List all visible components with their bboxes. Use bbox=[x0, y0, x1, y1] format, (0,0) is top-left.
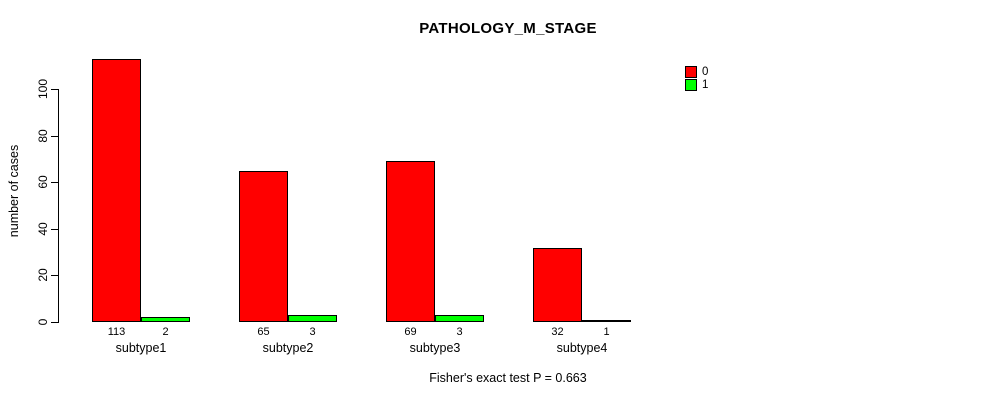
y-axis-label: number of cases bbox=[7, 144, 21, 238]
y-tick bbox=[51, 322, 58, 323]
x-category-label: subtype3 bbox=[409, 341, 461, 355]
x-category-label: subtype2 bbox=[262, 341, 314, 355]
y-tick-label: 40 bbox=[36, 222, 50, 236]
y-tick bbox=[51, 136, 58, 137]
legend-label: 0 bbox=[702, 66, 709, 78]
bar-subtype1-series0 bbox=[92, 59, 141, 322]
chart-title: PATHOLOGY_M_STAGE bbox=[419, 20, 597, 37]
bar-subtype4-series1 bbox=[582, 320, 631, 322]
bar-count-label: 1 bbox=[603, 326, 610, 338]
y-tick-label: 60 bbox=[36, 175, 50, 189]
bar-count-label: 32 bbox=[551, 326, 564, 338]
y-tick-label: 20 bbox=[36, 268, 50, 282]
x-category-label: subtype1 bbox=[115, 341, 167, 355]
y-tick bbox=[51, 275, 58, 276]
bar-subtype2-series1 bbox=[288, 315, 337, 322]
bar-subtype3-series1 bbox=[435, 315, 484, 322]
bar-subtype2-series0 bbox=[239, 171, 288, 322]
legend-swatch-0 bbox=[685, 66, 697, 78]
bar-count-label: 2 bbox=[162, 326, 169, 338]
y-tick-label: 80 bbox=[36, 129, 50, 143]
y-tick bbox=[51, 182, 58, 183]
y-tick-label: 100 bbox=[36, 78, 50, 100]
bar-count-label: 113 bbox=[107, 326, 126, 338]
legend-item-0: 0 bbox=[685, 66, 708, 78]
bar-count-label: 65 bbox=[257, 326, 270, 338]
bar-count-label: 3 bbox=[456, 326, 463, 338]
bar-subtype4-series0 bbox=[533, 248, 582, 322]
legend-item-1: 1 bbox=[685, 79, 708, 91]
annotation-fishers-test: Fisher's exact test P = 0.663 bbox=[429, 371, 587, 385]
bar-count-label: 69 bbox=[404, 326, 417, 338]
y-axis-line bbox=[58, 89, 59, 323]
x-category-label: subtype4 bbox=[556, 341, 608, 355]
bar-count-label: 3 bbox=[309, 326, 316, 338]
bar-subtype3-series0 bbox=[386, 161, 435, 322]
legend-label: 1 bbox=[702, 79, 709, 91]
bar-subtype1-series1 bbox=[141, 317, 190, 322]
y-tick-label: 0 bbox=[36, 318, 50, 326]
legend-swatch-1 bbox=[685, 79, 697, 91]
y-tick bbox=[51, 229, 58, 230]
y-tick bbox=[51, 89, 58, 90]
